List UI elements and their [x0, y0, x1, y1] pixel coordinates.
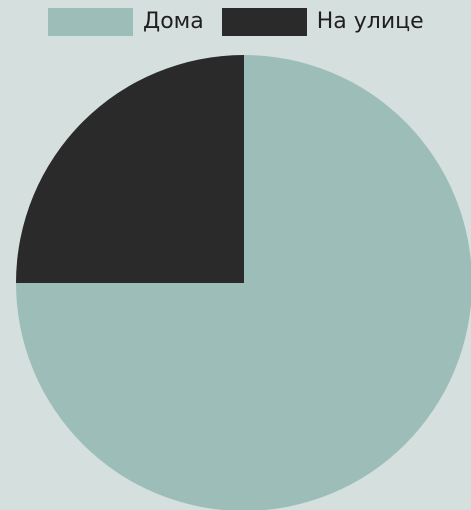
pie-slice-home [16, 55, 471, 510]
legend-swatch-home [48, 8, 133, 36]
pie-slices [16, 55, 471, 510]
legend-item-outside: На улице [221, 8, 424, 36]
pie-slice-outside [16, 55, 244, 283]
legend-swatch-outside [221, 8, 307, 36]
legend-item-home: Дома [48, 8, 204, 36]
legend-label-outside: На улице [316, 9, 424, 34]
legend-label-home: Дома [143, 9, 204, 34]
chart-legend: Дома На улице [48, 7, 424, 37]
